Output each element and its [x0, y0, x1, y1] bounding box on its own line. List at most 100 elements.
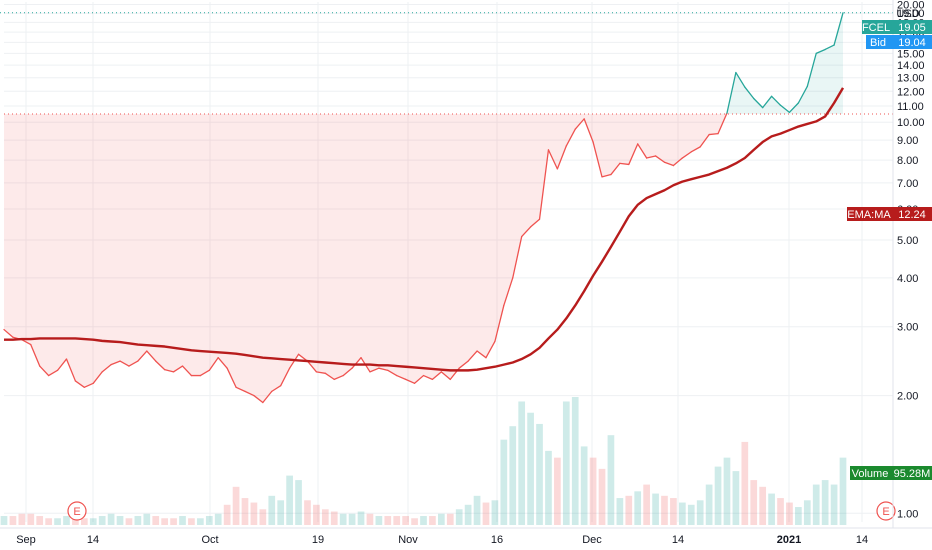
time-tick-label: 16: [491, 534, 503, 546]
price-line-segment: [235, 386, 246, 393]
price-line-segment: [726, 71, 737, 114]
price-line-segment: [654, 155, 666, 163]
price-line-segment: [369, 367, 380, 373]
price-line-segment: [137, 350, 148, 362]
time-tick-label: Sep: [16, 534, 36, 546]
price-line-segment: [333, 374, 344, 381]
volume-bar: [366, 513, 374, 525]
volume-name-label: Volume: [852, 468, 889, 480]
price-tick-label: 19.00: [897, 8, 925, 20]
volume-bar: [821, 480, 829, 525]
price-line-segment: [494, 304, 505, 343]
volume-bar: [36, 516, 44, 525]
price-line-segment: [547, 149, 559, 170]
price-line-segment: [262, 390, 273, 404]
price-tick-label: 9.00: [897, 135, 918, 147]
volume-bar: [545, 450, 552, 525]
price-line-segment: [645, 155, 657, 159]
volume-bar: [839, 457, 847, 525]
earnings-event-marker[interactable]: E: [876, 501, 896, 521]
volume-bar: [580, 446, 588, 525]
volume-bar: [134, 516, 142, 525]
price-line-segment: [619, 162, 630, 166]
volume-bar: [143, 513, 151, 525]
price-line-segment: [351, 357, 362, 369]
price-line-segment: [681, 151, 692, 159]
time-tick-label: Dec: [582, 534, 602, 546]
price-tick-label: 4.00: [897, 273, 918, 285]
price-line-segment: [529, 218, 541, 228]
volume-bar: [438, 513, 445, 525]
price-line-segment: [574, 118, 585, 130]
price-tick-label: 14.00: [897, 60, 925, 72]
price-line-segment: [431, 371, 443, 381]
price-axis[interactable]: USD 1.002.003.004.005.006.007.008.009.00…: [892, 0, 925, 528]
price-tick-label: 1.00: [897, 508, 918, 520]
price-line-segment: [226, 367, 237, 388]
volume-bar: [18, 513, 26, 525]
volume-bar: [491, 500, 499, 525]
time-axis[interactable]: Sep 14 Oct 19 Nov 16 Dec 14 2021 14: [0, 527, 932, 546]
volume-bar: [634, 491, 642, 525]
volume-bar: [500, 439, 508, 525]
volume-bar: [678, 502, 686, 525]
volume-bar: [696, 500, 704, 525]
price-line-segment: [413, 374, 425, 384]
volume-bar: [161, 518, 169, 525]
volume-bar: [45, 518, 52, 525]
volume-badge: Volume 95.28M: [850, 466, 932, 480]
volume-bar: [830, 484, 838, 525]
volume-bar: [313, 504, 320, 525]
ema-value-label: 12.24: [898, 209, 926, 221]
earnings-event-marker[interactable]: E: [67, 501, 87, 521]
price-line-segment: [244, 390, 255, 397]
price-line-segment: [208, 357, 219, 372]
volume-bar: [304, 500, 311, 525]
price-line-segment: [101, 363, 112, 373]
price-line-segment: [271, 385, 282, 393]
bid-price-label: 19.04: [898, 37, 926, 49]
price-line-segment: [3, 328, 14, 338]
price-line-segment: [83, 382, 94, 388]
volume-bar: [473, 495, 481, 525]
time-tick-label: Oct: [201, 534, 218, 546]
volume-bar: [179, 516, 186, 525]
volume-bar: [72, 518, 79, 525]
volume-bar: [295, 480, 302, 525]
volume-bar: [554, 457, 561, 525]
price-line-segment: [672, 157, 683, 167]
price-line-segment: [199, 369, 210, 377]
price-line-segment: [538, 149, 550, 220]
volume-bar: [63, 516, 70, 525]
price-line-segment: [440, 371, 451, 381]
volume-bar: [286, 475, 293, 525]
volume-bar: [241, 498, 249, 525]
price-line-segment: [788, 102, 800, 113]
currency-label: USD: [896, 8, 919, 20]
ema-badge: EMA:MA 12.24: [847, 207, 932, 221]
price-line-segment: [797, 85, 808, 104]
price-line-segment: [601, 173, 612, 178]
price-line-segment: [396, 374, 407, 381]
price-line-segment: [110, 360, 121, 366]
price-line-segment: [762, 95, 773, 109]
price-line-segment: [521, 226, 532, 238]
volume-bar: [223, 504, 231, 525]
chart-grid: [4, 2, 893, 522]
volume-value-label: 95.28M: [894, 468, 931, 480]
price-line-segment: [485, 340, 496, 359]
volume-bar: [170, 518, 177, 525]
time-tick-label: 19: [312, 534, 324, 546]
volume-bar: [98, 516, 106, 525]
symbol-price-badge: FCEL 19.05: [862, 20, 932, 34]
price-tick-label: 5.00: [897, 235, 918, 247]
volume-bar: [393, 516, 401, 525]
price-tick-label: 15.00: [897, 48, 925, 60]
price-line-segment: [458, 360, 469, 369]
volume-bar: [750, 480, 758, 525]
volume-bar: [277, 500, 285, 525]
volume-bar: [795, 507, 802, 525]
volume-bar: [268, 495, 276, 525]
